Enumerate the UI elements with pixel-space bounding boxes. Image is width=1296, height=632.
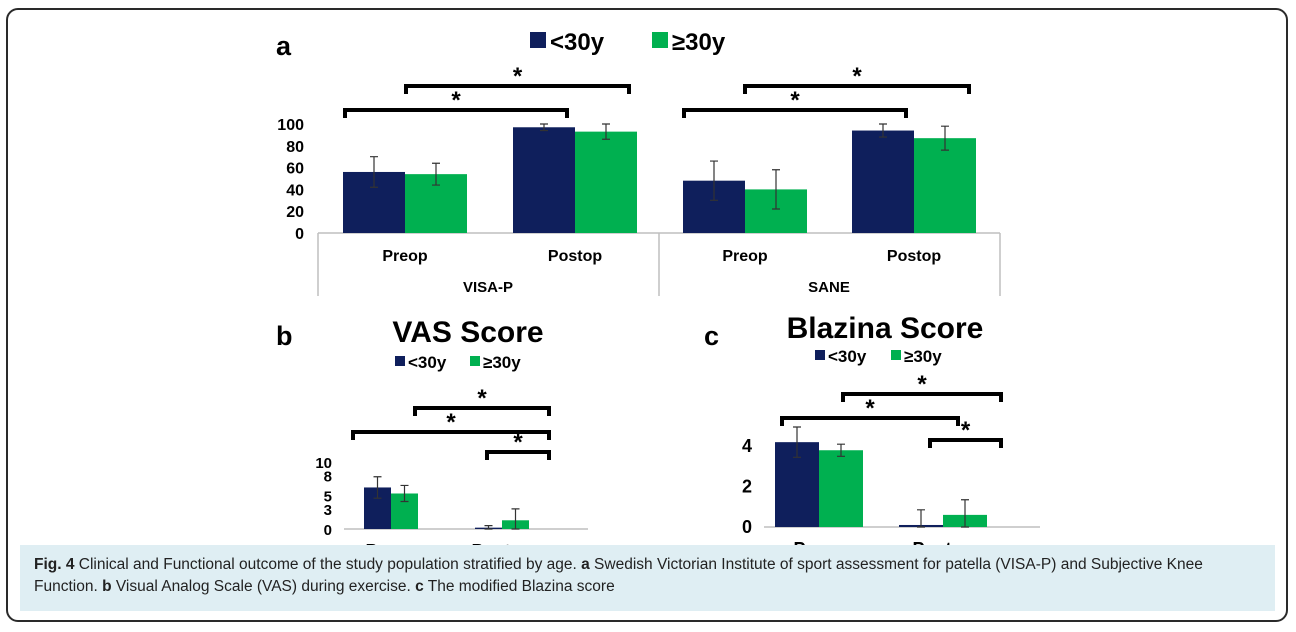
chart-b-marks: 035810PreopPostop***	[315, 385, 588, 561]
chart-a-error-bar	[772, 169, 780, 210]
chart-a-bar	[513, 127, 575, 233]
caption-label: Fig. 4	[34, 556, 75, 573]
chart-b-ytick-label: 10	[315, 455, 332, 472]
chart-a-group-label: VISA-P	[463, 279, 513, 296]
chart-b-error-bar	[484, 525, 493, 530]
chart-c-ytick-label: 0	[742, 517, 752, 537]
chart-c-error-bar	[837, 443, 845, 457]
chart-a-ytick-label: 60	[286, 161, 304, 178]
chart-a-ytick-label: 20	[286, 204, 304, 221]
chart-b-ytick-label: 0	[324, 522, 332, 539]
legend-c-swatch-under30	[815, 350, 825, 360]
chart-b-ytick-label: 5	[324, 489, 332, 506]
chart-a-error-bar	[540, 123, 548, 132]
chart-a-significance-star: *	[852, 63, 862, 90]
legend-b-swatch-under30	[395, 356, 405, 366]
chart-c-marks: 024PreopPostop***	[742, 371, 1040, 559]
chart-a-marks: 0 20 40 60 80 100 Preop Postop Preop Postop * * * * VI…	[277, 63, 1001, 296]
chart-a-ytick-label: 80	[286, 139, 304, 156]
legend-c-label-under30: <30y	[828, 347, 867, 366]
chart-a-category-label: Preop	[722, 248, 768, 265]
caption-text-4: The modified Blazina score	[423, 578, 615, 595]
chart-a-ytick-label: 40	[286, 182, 304, 199]
chart-a-error-bar	[432, 162, 440, 186]
chart-b-significance-star: *	[477, 385, 487, 412]
legend-a-label-under30: <30y	[550, 29, 605, 56]
chart-a-significance-star: *	[451, 87, 461, 114]
chart-c-error-bar	[793, 426, 801, 458]
chart-a-error-bar	[370, 156, 378, 188]
chart-c-significance-bracket	[780, 416, 960, 426]
chart-c-significance-star: *	[865, 395, 875, 422]
chart-a-error-bar	[710, 160, 718, 201]
caption-text-3: Visual Analog Scale (VAS) during exercis…	[111, 578, 416, 595]
chart-a-error-bar	[941, 125, 949, 151]
chart-b-significance-star: *	[513, 429, 523, 456]
caption-b: b	[102, 578, 112, 595]
chart-c-significance-star: *	[917, 371, 927, 398]
caption-c: c	[415, 578, 424, 595]
legend-a-label-over30: ≥30y	[672, 29, 726, 56]
chart-a-group-label: SANE	[808, 279, 850, 296]
chart-b-error-bar	[400, 484, 409, 503]
chart-c-bar	[819, 450, 863, 527]
chart-c-ytick-label: 2	[742, 477, 752, 497]
chart-b-significance-bracket	[351, 430, 551, 440]
chart-a-category-label: Postop	[887, 248, 941, 265]
chart-b-ytick-label: 3	[324, 502, 332, 519]
chart-a-significance-star: *	[513, 63, 523, 90]
chart-b-error-bar	[373, 476, 382, 499]
caption-text-2: Swedish Victorian Institute of sport ass…	[34, 556, 1203, 595]
chart-a-category-label: Postop	[548, 248, 602, 265]
legend-c-label-over30: ≥30y	[904, 347, 942, 366]
chart-b-significance-bracket	[485, 450, 551, 460]
legend-b-label-over30: ≥30y	[483, 353, 521, 372]
figure-caption: Fig. 4 Clinical and Functional outcome o…	[20, 545, 1275, 611]
chart-a-significance-star: *	[790, 87, 800, 114]
legend-c-swatch-over30	[891, 350, 901, 360]
panel-c-letter: c	[704, 321, 719, 351]
legend-a-swatch-over30	[652, 32, 668, 48]
chart-a-ytick-label: 100	[277, 117, 304, 134]
chart-a-significance-bracket	[404, 84, 631, 94]
chart-c-significance-bracket	[928, 438, 1003, 448]
chart-a-ytick-label: 0	[295, 226, 304, 243]
figure-frame	[6, 8, 1288, 622]
chart-b-significance-bracket	[413, 406, 551, 416]
chart-a-error-bar	[602, 123, 610, 140]
panel-a-letter: a	[276, 31, 292, 61]
chart-a-significance-bracket	[343, 108, 569, 118]
legend-b-swatch-over30	[470, 356, 480, 366]
chart-a-bar	[575, 131, 637, 233]
caption-text-1: Clinical and Functional outcome of the s…	[74, 556, 582, 573]
chart-b-ytick-label: 8	[324, 468, 332, 485]
chart-b-error-bar	[511, 508, 520, 530]
chart-a-category-label: Preop	[382, 248, 428, 265]
legend-a-swatch-under30	[530, 32, 546, 48]
chart-c-ytick-label: 4	[742, 436, 752, 456]
panel-b-title: VAS Score	[392, 316, 543, 349]
chart-c-significance-star: *	[961, 417, 971, 444]
chart-b-significance-star: *	[446, 409, 456, 436]
chart-a-significance-bracket	[743, 84, 971, 94]
chart-a-significance-bracket	[682, 108, 908, 118]
caption-a: a	[581, 556, 590, 573]
panel-b-letter: b	[276, 321, 293, 351]
chart-a-bar	[852, 130, 914, 233]
chart-c-error-bar	[917, 509, 925, 528]
chart-c-error-bar	[961, 499, 969, 528]
chart-a-bar	[914, 138, 976, 233]
chart-c-significance-bracket	[841, 392, 1003, 402]
panel-c-title: Blazina Score	[787, 312, 984, 345]
legend-b-label-under30: <30y	[408, 353, 447, 372]
chart-a-error-bar	[879, 123, 887, 138]
